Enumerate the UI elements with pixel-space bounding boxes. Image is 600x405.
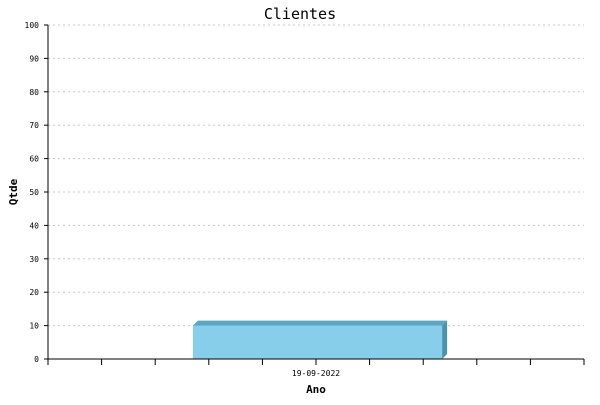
y-tick-label: 40 — [29, 221, 39, 230]
y-tick-label: 80 — [29, 88, 39, 97]
y-tick-label: 90 — [29, 54, 39, 63]
bar — [192, 325, 443, 359]
bar-side-face — [442, 320, 448, 359]
y-tick-label: 100 — [25, 21, 40, 30]
y-tick-label: 20 — [29, 288, 39, 297]
y-tick-label: 0 — [34, 355, 39, 364]
bars — [192, 320, 448, 359]
y-axis-label: Qtde — [7, 178, 20, 205]
chart-title: Clientes — [264, 5, 336, 23]
gridlines — [48, 24, 584, 327]
x-tick-labels: 19-09-2022 — [292, 369, 340, 378]
axes — [44, 24, 585, 365]
y-tick-label: 60 — [29, 155, 39, 164]
y-tick-label: 50 — [29, 188, 39, 197]
x-tick-label: 19-09-2022 — [292, 369, 340, 378]
y-tick-label: 30 — [29, 255, 39, 264]
bar-top-face — [192, 320, 448, 326]
x-axis-label: Ano — [306, 383, 326, 396]
y-tick-label: 10 — [29, 322, 39, 331]
y-tick-labels: 0 10 20 30 40 50 60 70 80 90 100 — [25, 21, 40, 364]
y-tick-label: 70 — [29, 121, 39, 130]
